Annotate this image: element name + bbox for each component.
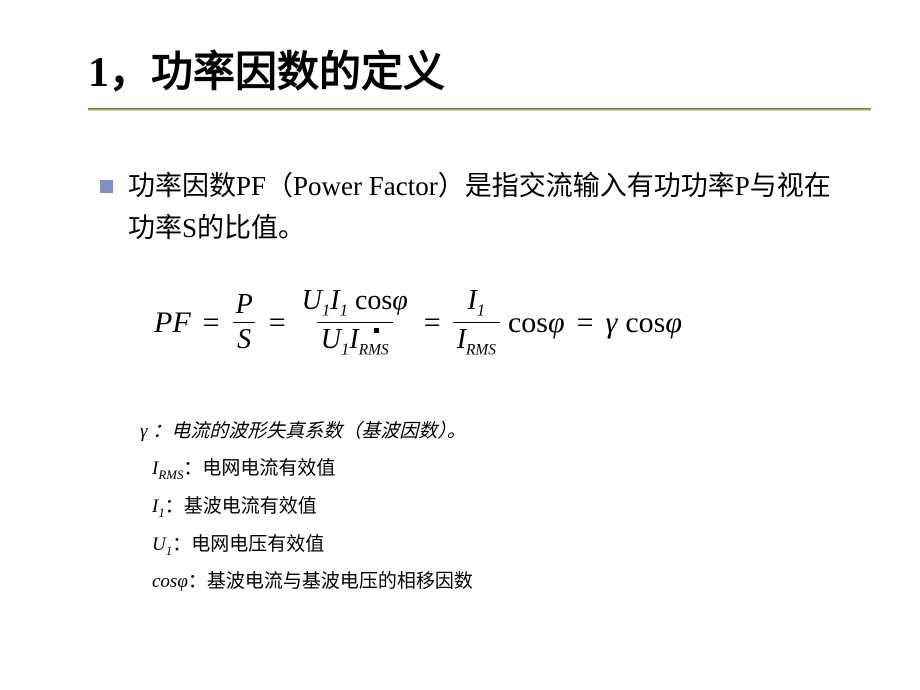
cosphi-1: cosφ xyxy=(508,306,565,340)
bullet-icon xyxy=(100,180,113,193)
fraction-u1i1cos-over-u1irms: U1I1 cosφ U1IRMS xyxy=(298,286,412,360)
fraction-p-over-s: P S xyxy=(232,290,257,357)
center-dot-icon xyxy=(374,328,379,333)
equals-1: = xyxy=(199,306,224,340)
denominator-u1irms: U1IRMS xyxy=(317,322,393,360)
fraction-i1-over-irms: I1 IRMS xyxy=(453,286,500,360)
def-gamma: γ ：电流的波形失真系数（基波因数）。 xyxy=(140,414,473,449)
equals-3: = xyxy=(420,306,445,340)
def-i1: I1：基波电流有效值 xyxy=(140,489,473,525)
numerator-i1: I1 xyxy=(463,286,489,322)
equals-4: = xyxy=(573,306,598,340)
def-irms: IRMS：电网电流有效值 xyxy=(140,451,473,487)
power-factor-formula: PF = P S = U1I1 cosφ U1IRMS = I1 IRMS co… xyxy=(154,286,682,360)
slide-title: 1，功率因数的定义 xyxy=(88,38,445,99)
numerator-u1i1cosphi: U1I1 cosφ xyxy=(298,286,412,322)
pf-symbol: PF xyxy=(154,306,191,340)
cosphi-2: cosφ xyxy=(625,306,682,340)
gamma-symbol: γ xyxy=(605,306,617,340)
intro-paragraph: 功率因数PF（Power Factor）是指交流输入有功功率P与视在功率S的比值… xyxy=(128,166,848,250)
equals-2: = xyxy=(265,306,290,340)
numerator-p: P xyxy=(232,290,257,323)
title-underline xyxy=(88,108,871,111)
def-u1: U1：电网电压有效值 xyxy=(140,527,473,563)
def-cosphi: cosφ：基波电流与基波电压的相移因数 xyxy=(140,564,473,599)
denominator-s: S xyxy=(233,322,255,356)
denominator-irms: IRMS xyxy=(453,322,500,360)
definitions-block: γ ：电流的波形失真系数（基波因数）。 IRMS：电网电流有效值 I1：基波电流… xyxy=(140,414,473,601)
